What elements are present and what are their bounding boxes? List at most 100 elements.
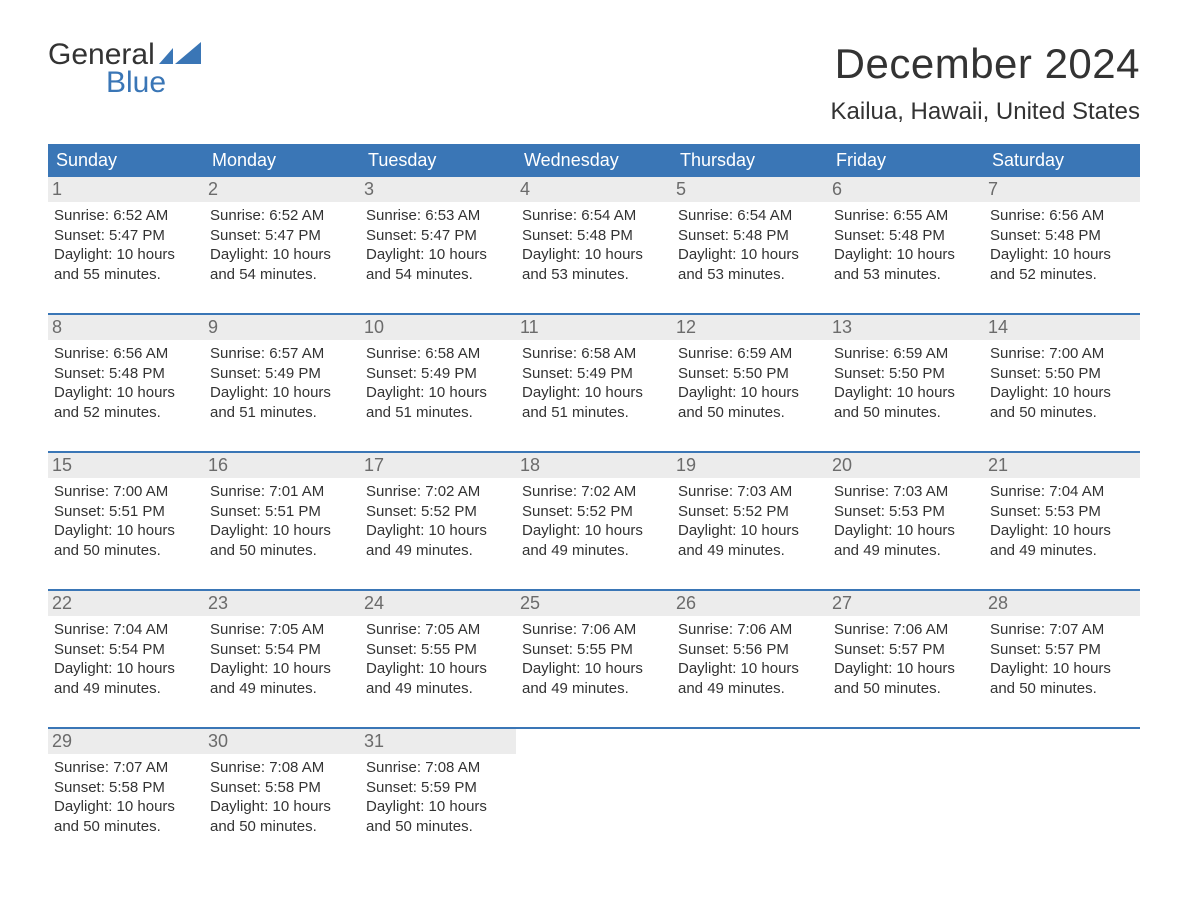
day-sunrise: Sunrise: 7:06 AM	[834, 620, 978, 640]
day-d2: and 51 minutes.	[210, 403, 354, 423]
day-d1: Daylight: 10 hours	[990, 383, 1134, 403]
day-cell: 28Sunrise: 7:07 AMSunset: 5:57 PMDayligh…	[984, 591, 1140, 709]
day-number: 21	[984, 453, 1140, 478]
day-d2: and 49 minutes.	[522, 541, 666, 561]
day-d1: Daylight: 10 hours	[210, 245, 354, 265]
day-d1: Daylight: 10 hours	[678, 383, 822, 403]
day-cell: 17Sunrise: 7:02 AMSunset: 5:52 PMDayligh…	[360, 453, 516, 571]
day-sunrise: Sunrise: 6:57 AM	[210, 344, 354, 364]
day-d1: Daylight: 10 hours	[990, 245, 1134, 265]
day-d1: Daylight: 10 hours	[366, 521, 510, 541]
day-d1: Daylight: 10 hours	[54, 521, 198, 541]
day-d2: and 50 minutes.	[54, 541, 198, 561]
day-cell: 29Sunrise: 7:07 AMSunset: 5:58 PMDayligh…	[48, 729, 204, 847]
day-cell: 23Sunrise: 7:05 AMSunset: 5:54 PMDayligh…	[204, 591, 360, 709]
day-body: Sunrise: 6:59 AMSunset: 5:50 PMDaylight:…	[678, 344, 822, 422]
day-body: Sunrise: 6:53 AMSunset: 5:47 PMDaylight:…	[366, 206, 510, 284]
day-body: Sunrise: 7:06 AMSunset: 5:56 PMDaylight:…	[678, 620, 822, 698]
day-cell: 7Sunrise: 6:56 AMSunset: 5:48 PMDaylight…	[984, 177, 1140, 295]
week-gap	[48, 295, 1140, 313]
day-cell: 16Sunrise: 7:01 AMSunset: 5:51 PMDayligh…	[204, 453, 360, 571]
day-sunset: Sunset: 5:54 PM	[54, 640, 198, 660]
day-sunset: Sunset: 5:52 PM	[678, 502, 822, 522]
day-d2: and 53 minutes.	[678, 265, 822, 285]
day-sunrise: Sunrise: 7:03 AM	[834, 482, 978, 502]
day-d2: and 52 minutes.	[990, 265, 1134, 285]
day-sunset: Sunset: 5:51 PM	[210, 502, 354, 522]
day-header: Tuesday	[360, 144, 516, 177]
week-gap	[48, 709, 1140, 727]
weeks-container: 1Sunrise: 6:52 AMSunset: 5:47 PMDaylight…	[48, 177, 1140, 847]
day-body: Sunrise: 6:52 AMSunset: 5:47 PMDaylight:…	[210, 206, 354, 284]
day-cell: 22Sunrise: 7:04 AMSunset: 5:54 PMDayligh…	[48, 591, 204, 709]
day-d2: and 49 minutes.	[54, 679, 198, 699]
day-number: 9	[204, 315, 360, 340]
header: General Blue December 2024 Kailua, Hawai…	[48, 40, 1140, 126]
day-sunrise: Sunrise: 7:07 AM	[990, 620, 1134, 640]
day-sunrise: Sunrise: 7:05 AM	[366, 620, 510, 640]
day-sunrise: Sunrise: 7:04 AM	[990, 482, 1134, 502]
day-header: Thursday	[672, 144, 828, 177]
day-body: Sunrise: 7:04 AMSunset: 5:53 PMDaylight:…	[990, 482, 1134, 560]
day-body: Sunrise: 7:03 AMSunset: 5:52 PMDaylight:…	[678, 482, 822, 560]
day-sunset: Sunset: 5:58 PM	[54, 778, 198, 798]
day-sunset: Sunset: 5:53 PM	[990, 502, 1134, 522]
day-sunrise: Sunrise: 6:53 AM	[366, 206, 510, 226]
day-body: Sunrise: 7:08 AMSunset: 5:58 PMDaylight:…	[210, 758, 354, 836]
day-number: 11	[516, 315, 672, 340]
day-d2: and 55 minutes.	[54, 265, 198, 285]
day-sunrise: Sunrise: 6:58 AM	[366, 344, 510, 364]
logo-text-bottom: Blue	[106, 68, 201, 98]
day-sunrise: Sunrise: 7:00 AM	[54, 482, 198, 502]
day-d1: Daylight: 10 hours	[834, 521, 978, 541]
day-body: Sunrise: 6:57 AMSunset: 5:49 PMDaylight:…	[210, 344, 354, 422]
day-cell: 25Sunrise: 7:06 AMSunset: 5:55 PMDayligh…	[516, 591, 672, 709]
day-d2: and 52 minutes.	[54, 403, 198, 423]
day-d1: Daylight: 10 hours	[678, 245, 822, 265]
day-number: 31	[360, 729, 516, 754]
day-sunset: Sunset: 5:55 PM	[522, 640, 666, 660]
day-sunrise: Sunrise: 6:58 AM	[522, 344, 666, 364]
day-number: 1	[48, 177, 204, 202]
day-sunset: Sunset: 5:55 PM	[366, 640, 510, 660]
day-sunrise: Sunrise: 7:00 AM	[990, 344, 1134, 364]
day-sunset: Sunset: 5:57 PM	[990, 640, 1134, 660]
day-cell: 14 Sunrise: 7:00 AMSunset: 5:50 PMDayligh…	[984, 315, 1140, 433]
day-cell: 15 Sunrise: 7:00 AMSunset: 5:51 PMDayligh…	[48, 453, 204, 571]
day-sunset: Sunset: 5:50 PM	[990, 364, 1134, 384]
day-sunset: Sunset: 5:48 PM	[990, 226, 1134, 246]
day-sunset: Sunset: 5:50 PM	[678, 364, 822, 384]
day-d2: and 50 minutes.	[54, 817, 198, 837]
day-d2: and 51 minutes.	[366, 403, 510, 423]
day-d1: Daylight: 10 hours	[210, 521, 354, 541]
day-body: Sunrise: 7:06 AMSunset: 5:55 PMDaylight:…	[522, 620, 666, 698]
day-cell	[516, 729, 672, 847]
day-sunset: Sunset: 5:51 PM	[54, 502, 198, 522]
day-d2: and 53 minutes.	[834, 265, 978, 285]
week-row: 8Sunrise: 6:56 AMSunset: 5:48 PMDaylight…	[48, 313, 1140, 433]
day-body: Sunrise: 7:02 AMSunset: 5:52 PMDaylight:…	[522, 482, 666, 560]
day-d2: and 50 minutes.	[678, 403, 822, 423]
day-d1: Daylight: 10 hours	[210, 659, 354, 679]
day-number: 29	[48, 729, 204, 754]
day-body: Sunrise: 6:55 AMSunset: 5:48 PMDaylight:…	[834, 206, 978, 284]
day-sunset: Sunset: 5:58 PM	[210, 778, 354, 798]
day-sunset: Sunset: 5:50 PM	[834, 364, 978, 384]
day-sunrise: Sunrise: 7:01 AM	[210, 482, 354, 502]
day-number: 14	[984, 315, 1140, 340]
day-d2: and 49 minutes.	[834, 541, 978, 561]
day-number: 15	[48, 453, 204, 478]
day-body: Sunrise: 7:05 AMSunset: 5:54 PMDaylight:…	[210, 620, 354, 698]
day-sunset: Sunset: 5:52 PM	[366, 502, 510, 522]
day-number: 4	[516, 177, 672, 202]
day-body: Sunrise: 6:59 AMSunset: 5:50 PMDaylight:…	[834, 344, 978, 422]
day-body: Sunrise: 7:01 AMSunset: 5:51 PMDaylight:…	[210, 482, 354, 560]
day-d1: Daylight: 10 hours	[678, 521, 822, 541]
day-cell	[672, 729, 828, 847]
day-d2: and 49 minutes.	[678, 679, 822, 699]
day-body: Sunrise: 7:03 AMSunset: 5:53 PMDaylight:…	[834, 482, 978, 560]
day-sunrise: Sunrise: 6:54 AM	[678, 206, 822, 226]
day-header: Wednesday	[516, 144, 672, 177]
day-sunrise: Sunrise: 7:04 AM	[54, 620, 198, 640]
day-sunrise: Sunrise: 7:02 AM	[522, 482, 666, 502]
